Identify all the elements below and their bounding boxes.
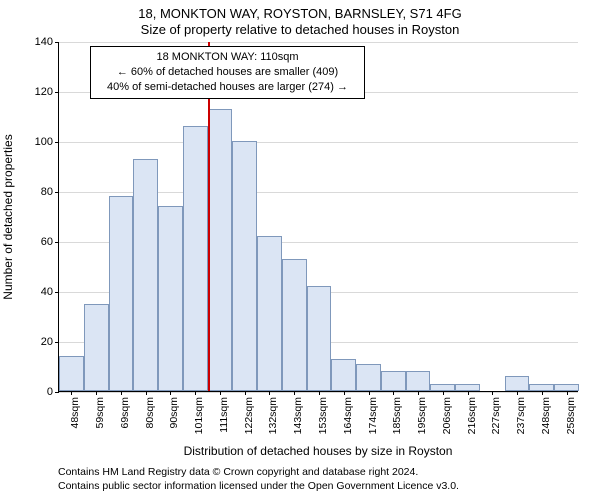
histogram-bar	[208, 109, 233, 392]
annotation-line2: ← 60% of detached houses are smaller (40…	[97, 65, 358, 80]
xtick-mark	[121, 391, 122, 395]
histogram-bar	[331, 359, 356, 392]
xtick-label: 227sqm	[490, 397, 502, 434]
xtick-label: 90sqm	[168, 397, 180, 429]
xtick-mark	[269, 391, 270, 395]
xtick-mark	[443, 391, 444, 395]
ytick-mark	[55, 342, 59, 343]
xtick-mark	[492, 391, 493, 395]
xtick-label: 69sqm	[119, 397, 131, 429]
histogram-bar	[133, 159, 158, 392]
xtick-label: 111sqm	[218, 397, 230, 433]
annotation-box: 18 MONKTON WAY: 110sqm ← 60% of detached…	[90, 46, 365, 99]
histogram-bar	[84, 304, 109, 392]
ytick-mark	[55, 292, 59, 293]
histogram-bar	[356, 364, 381, 392]
ytick-label: 60	[41, 236, 53, 248]
xtick-mark	[245, 391, 246, 395]
xtick-mark	[393, 391, 394, 395]
xtick-mark	[170, 391, 171, 395]
xtick-mark	[146, 391, 147, 395]
ytick-mark	[55, 242, 59, 243]
ytick-label: 40	[41, 286, 53, 298]
histogram-bar	[232, 141, 257, 391]
xtick-mark	[220, 391, 221, 395]
histogram-bar	[158, 206, 183, 391]
footer-line1: Contains HM Land Registry data © Crown c…	[58, 466, 459, 480]
ytick-mark	[55, 142, 59, 143]
xtick-mark	[369, 391, 370, 395]
xtick-label: 59sqm	[94, 397, 106, 429]
xtick-label: 185sqm	[391, 397, 403, 434]
xtick-mark	[468, 391, 469, 395]
histogram-bar	[406, 371, 431, 391]
ytick-mark	[55, 42, 59, 43]
ytick-mark	[55, 92, 59, 93]
histogram-bar	[183, 126, 208, 391]
xtick-mark	[294, 391, 295, 395]
histogram-bar	[257, 236, 282, 391]
xtick-label: 258sqm	[565, 397, 577, 434]
xtick-label: 80sqm	[144, 397, 156, 429]
xtick-label: 143sqm	[292, 397, 304, 434]
xtick-label: 216sqm	[466, 397, 478, 434]
xtick-label: 122sqm	[243, 397, 255, 434]
histogram-bar	[109, 196, 134, 391]
xtick-label: 237sqm	[515, 397, 527, 434]
ytick-label: 120	[35, 86, 53, 98]
xtick-mark	[517, 391, 518, 395]
xtick-mark	[71, 391, 72, 395]
xtick-label: 153sqm	[317, 397, 329, 434]
xtick-mark	[344, 391, 345, 395]
chart-title-subtitle: Size of property relative to detached ho…	[0, 22, 600, 37]
histogram-bar	[282, 259, 307, 392]
xtick-mark	[96, 391, 97, 395]
xtick-label: 248sqm	[540, 397, 552, 434]
ytick-label: 100	[35, 136, 53, 148]
ytick-label: 20	[41, 336, 53, 348]
xtick-mark	[195, 391, 196, 395]
footer-attribution: Contains HM Land Registry data © Crown c…	[58, 466, 459, 493]
xtick-mark	[418, 391, 419, 395]
histogram-bar	[529, 384, 554, 392]
xtick-mark	[319, 391, 320, 395]
histogram-bar	[554, 384, 579, 392]
x-axis-label: Distribution of detached houses by size …	[58, 444, 578, 458]
annotation-line3: 40% of semi-detached houses are larger (…	[97, 80, 358, 95]
xtick-label: 164sqm	[342, 397, 354, 434]
footer-line2: Contains public sector information licen…	[58, 480, 459, 494]
histogram-bar	[381, 371, 406, 391]
histogram-bar	[59, 356, 84, 391]
xtick-label: 101sqm	[193, 397, 205, 434]
xtick-label: 206sqm	[441, 397, 453, 434]
chart-container: 18, MONKTON WAY, ROYSTON, BARNSLEY, S71 …	[0, 0, 600, 500]
ytick-mark	[55, 392, 59, 393]
ytick-mark	[55, 192, 59, 193]
ytick-label: 0	[47, 386, 53, 398]
histogram-bar	[455, 384, 480, 392]
xtick-label: 174sqm	[367, 397, 379, 434]
histogram-bar	[307, 286, 332, 391]
y-axis-label: Number of detached properties	[1, 117, 15, 317]
xtick-label: 132sqm	[267, 397, 279, 434]
histogram-bar	[430, 384, 455, 392]
annotation-line1: 18 MONKTON WAY: 110sqm	[97, 50, 358, 65]
chart-title-address: 18, MONKTON WAY, ROYSTON, BARNSLEY, S71 …	[0, 6, 600, 21]
histogram-bar	[505, 376, 530, 391]
xtick-mark	[542, 391, 543, 395]
gridline	[59, 142, 578, 143]
ytick-label: 80	[41, 186, 53, 198]
xtick-label: 48sqm	[69, 397, 81, 429]
gridline	[59, 42, 578, 43]
ytick-label: 140	[35, 36, 53, 48]
xtick-label: 195sqm	[416, 397, 428, 434]
xtick-mark	[567, 391, 568, 395]
